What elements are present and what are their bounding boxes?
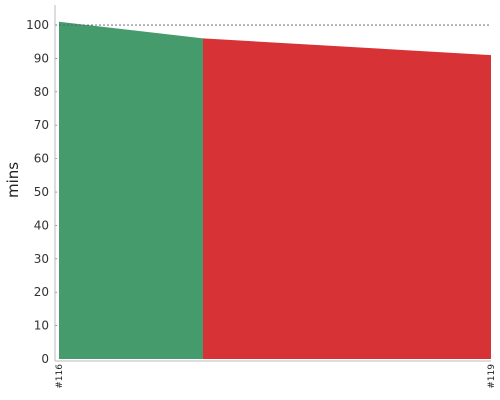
y-tick-label: 80 xyxy=(34,85,49,99)
y-axis-title: mins xyxy=(4,162,22,198)
y-tick-label: 60 xyxy=(34,152,49,166)
y-tick-label: 50 xyxy=(34,185,49,199)
y-tick-label: 40 xyxy=(34,218,49,232)
y-tick-label: 30 xyxy=(34,252,49,266)
x-tick-labels: #116 #119 xyxy=(55,364,497,389)
area-segment xyxy=(59,21,203,359)
y-tick-label: 100 xyxy=(26,18,49,32)
y-tick-label: 70 xyxy=(34,118,49,132)
x-tick-label: #116 xyxy=(55,364,65,389)
y-tick-labels: 0 10 20 30 40 50 60 70 80 90 100 xyxy=(26,18,49,366)
y-tick-label: 20 xyxy=(34,285,49,299)
y-tick-label: 0 xyxy=(41,352,49,366)
y-tick-label: 90 xyxy=(34,51,49,65)
axes xyxy=(54,5,491,362)
y-tick-label: 10 xyxy=(34,319,49,333)
area-series xyxy=(55,21,491,359)
x-tick-label: #119 xyxy=(487,364,497,389)
area-segment xyxy=(203,38,491,359)
